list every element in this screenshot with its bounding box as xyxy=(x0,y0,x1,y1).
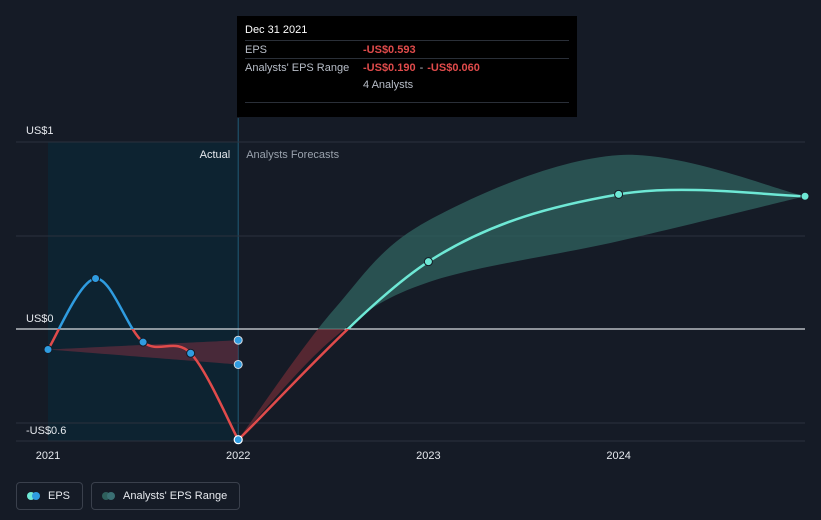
eps-highlight-point xyxy=(233,435,243,445)
eps-point xyxy=(614,189,624,199)
range-marker xyxy=(233,335,243,345)
eps-point xyxy=(423,257,433,267)
tooltip-eps-value: -US$0.593 xyxy=(363,43,416,56)
y-tick-label: US$1 xyxy=(26,125,54,137)
x-tick-label: 2024 xyxy=(606,450,630,462)
eps-line-0-positive xyxy=(57,277,135,329)
region-label-actual: Actual xyxy=(200,149,231,161)
range-marker xyxy=(233,359,243,369)
y-tick-label: US$0 xyxy=(26,313,54,325)
eps-point xyxy=(800,191,810,201)
eps-point xyxy=(186,348,196,358)
eps-line-1-negative xyxy=(237,329,350,441)
eps-point xyxy=(43,345,53,355)
tooltip-range-label: Analysts' EPS Range xyxy=(245,61,350,74)
x-tick-label: 2022 xyxy=(226,450,250,462)
legend-range-label: Analysts' EPS Range xyxy=(123,490,228,502)
x-tick-label: 2023 xyxy=(416,450,440,462)
range-band-historic xyxy=(48,340,239,365)
eps-point xyxy=(91,274,101,284)
tooltip-eps-label: EPS xyxy=(245,43,268,56)
tooltip-range-low: -US$0.190 xyxy=(363,61,416,74)
legend-eps-toggle[interactable]: EPS xyxy=(16,482,84,510)
eps-chart: US$1 US$0 -US$0.6 2021 2022 2023 2024 Actual Ana… xyxy=(16,118,810,462)
tooltip-analysts: 4 Analysts xyxy=(363,78,414,91)
y-tick-label: -US$0.6 xyxy=(26,425,66,437)
tooltip-range-row: Analysts' EPS Range -US$0.190 - -US$0.06… xyxy=(245,58,569,76)
chart-tooltip: Dec 31 2021 EPS -US$0.593 Analysts' EPS … xyxy=(237,16,577,117)
eps-legend-icon xyxy=(27,492,40,500)
legend-eps-label: EPS xyxy=(48,490,71,502)
range-band-forecast xyxy=(317,154,805,329)
tooltip-range-high: -US$0.060 xyxy=(427,61,480,74)
actual-region-shade xyxy=(48,142,239,441)
tooltip-eps-row: EPS -US$0.593 xyxy=(245,40,569,58)
tooltip-range-sep: - xyxy=(419,61,424,74)
tooltip-footer-divider xyxy=(245,102,569,103)
tooltip-analysts-row: 4 Analysts xyxy=(245,76,569,93)
chart-legend: EPS Analysts' EPS Range xyxy=(16,482,241,510)
eps-line-1-positive xyxy=(346,188,806,329)
legend-range-toggle[interactable]: Analysts' EPS Range xyxy=(91,482,241,510)
region-label-forecast: Analysts Forecasts xyxy=(246,149,339,161)
x-tick-label: 2021 xyxy=(36,450,60,462)
eps-point xyxy=(138,337,148,347)
range-legend-icon xyxy=(102,492,116,500)
tooltip-date: Dec 31 2021 xyxy=(245,24,308,36)
